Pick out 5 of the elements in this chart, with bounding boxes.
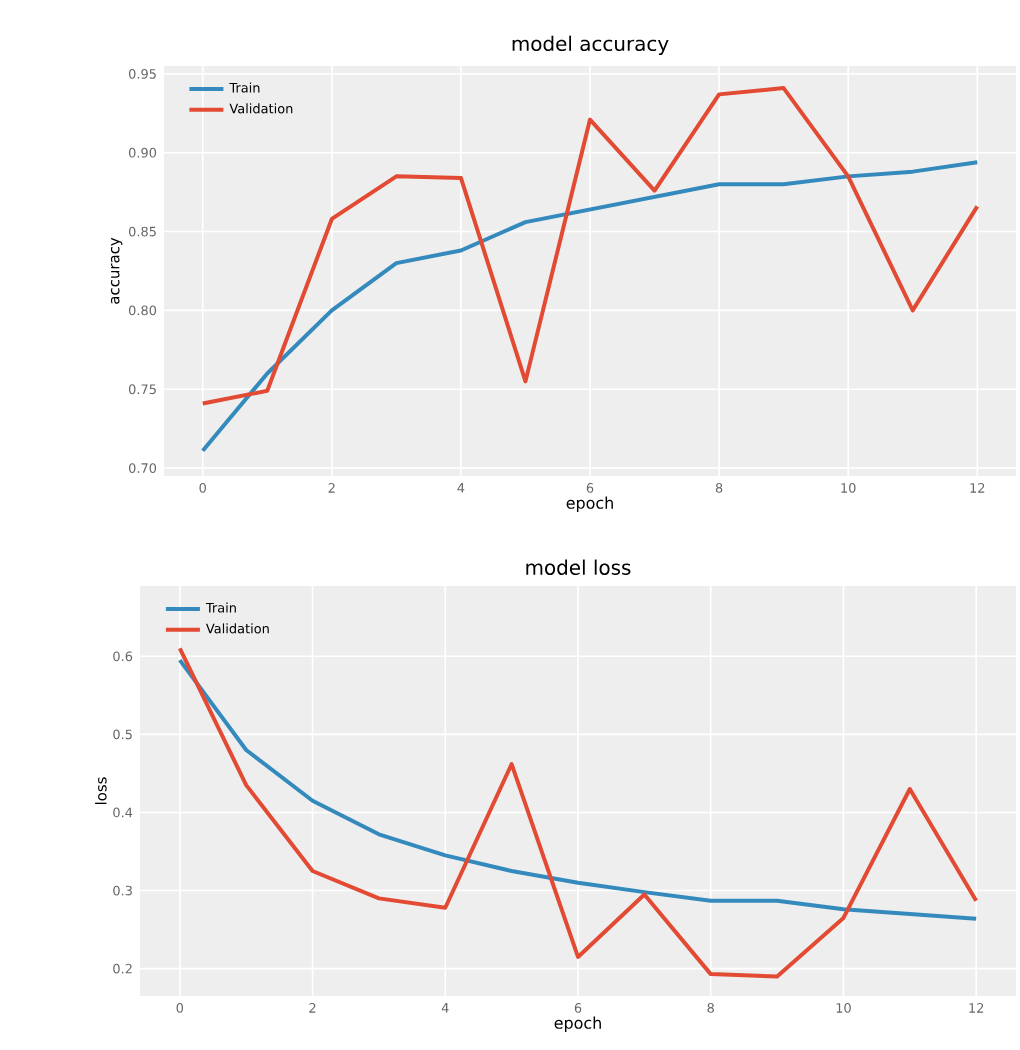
line-series bbox=[200, 86, 980, 406]
line-series bbox=[177, 658, 979, 921]
chart-title: model loss bbox=[526, 559, 631, 575]
chart-title: model accuracy bbox=[512, 35, 669, 55]
line-series bbox=[177, 646, 979, 979]
